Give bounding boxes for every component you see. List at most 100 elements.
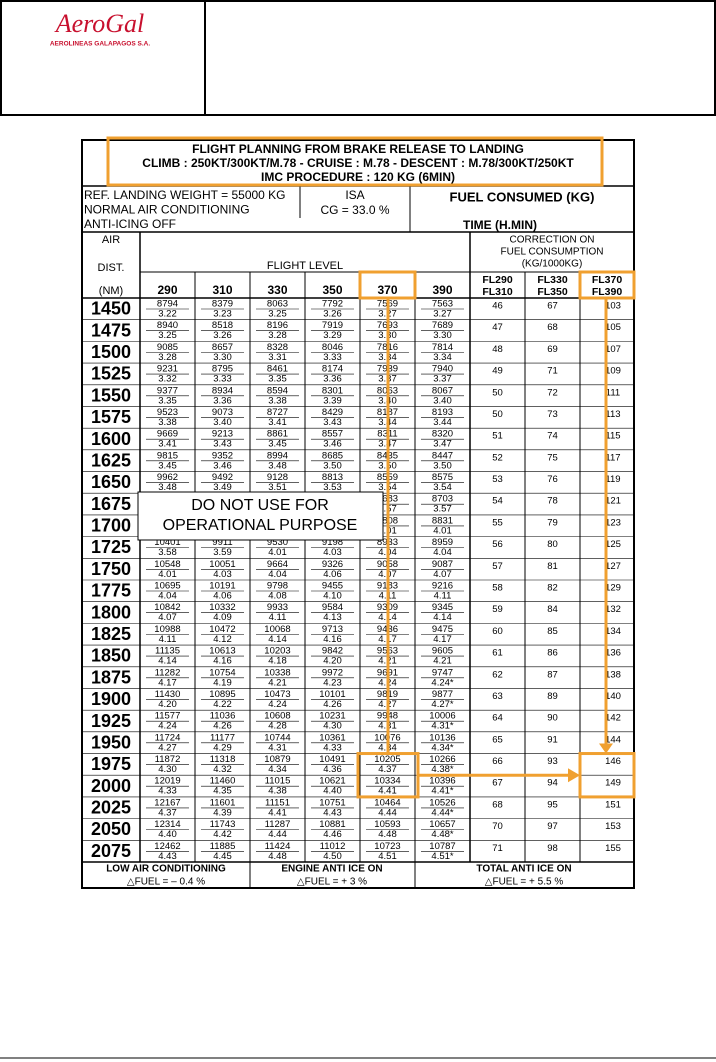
correction-value: 111 [606,387,620,398]
correction-value: 58 [492,583,503,594]
fuel-value: 9073 [212,407,233,418]
correction-value: 46 [492,301,503,312]
time-value: 4.41* [431,786,453,797]
correction-value: 62 [492,669,503,680]
time-value: 4.16 [213,656,232,667]
fuel-value: 8193 [432,407,453,418]
correction-value: 103 [605,301,621,312]
time-value: 4.03 [213,569,232,580]
time-value: 4.01 [158,569,177,580]
time-value: 3.33 [323,352,342,363]
fuel-value: 10751 [319,797,345,808]
fuel-value: 10754 [209,667,235,678]
ref-line: REF. LANDING WEIGHT = 55000 KG [84,188,286,202]
fuel-value: 9713 [322,624,343,635]
time-value: 4.41 [268,807,287,818]
time-value: 4.48* [431,829,453,840]
arrowhead [599,743,613,754]
time-value: 4.16 [323,634,342,645]
correction-value: 67 [547,301,558,312]
distance: 1575 [91,407,131,427]
time-value: 4.26 [323,699,342,710]
fuel-value: 8657 [212,342,233,353]
fuel-value: 11577 [155,711,181,722]
time-value: 4.43 [158,851,177,862]
correction-value: 85 [547,626,558,637]
time-value: 3.57 [433,504,452,515]
time-value: 4.20 [323,656,342,667]
correction-value: 52 [492,452,503,463]
fuel-value: 8518 [212,320,233,331]
correction-value: 155 [605,843,621,854]
time-value: 4.35 [213,786,232,797]
time-value: 4.36 [323,764,342,775]
time-value: 3.50 [433,460,452,471]
time-value: 3.25 [158,330,177,341]
time-value: 4.40 [158,829,177,840]
correction-col: FL350 [537,286,568,298]
time-value: 4.31* [431,721,453,732]
fuel-value: 8174 [322,364,343,375]
time-value: 4.41 [378,786,397,797]
fuel-value: 9669 [157,429,178,440]
distance: 2025 [91,798,131,818]
fuel-value: 10988 [154,624,180,635]
time-value: 4.12 [213,634,232,645]
fuel-value: 10191 [209,581,235,592]
time-value: 4.14 [268,634,287,645]
fuel-value: 10464 [374,797,400,808]
fuel-value: 7940 [432,364,453,375]
fuel-value: 8196 [267,320,288,331]
fuel-value: 9475 [432,624,453,635]
time-value: 4.44* [431,807,453,818]
time-value: 4.13 [323,612,342,623]
correction-value: 54 [492,496,503,507]
fuel-value: 11601 [210,797,236,808]
time-value: 3.34 [433,352,452,363]
fuel-value: 10396 [429,776,455,787]
time-unit: TIME (H.MIN) [463,218,537,232]
correction-value: 72 [547,387,558,398]
fuel-value: 8940 [157,320,178,331]
fuel-value: 9815 [157,450,178,461]
fuel-value: 9605 [432,646,453,657]
footer-note: LOW AIR CONDITIONING [106,864,226,875]
arrowhead [568,768,580,783]
correction-value: 84 [547,604,558,615]
time-value: 4.23 [323,677,342,688]
time-value: 3.53 [323,482,342,493]
correction-value: 98 [547,843,558,854]
time-value: 4.48 [378,829,397,840]
level-header: 350 [322,283,342,297]
time-value: 3.36 [323,374,342,385]
correction-value: 75 [547,452,558,463]
level-header: 330 [267,283,287,297]
time-value: 4.27 [158,742,177,753]
correction-value: 105 [605,322,621,333]
distance: 1675 [91,494,131,514]
correction-value: 89 [547,691,558,702]
fuel-value: 10695 [154,581,180,592]
correction-value: 69 [547,344,558,355]
correction-value: 76 [547,474,558,485]
air-dist-header: AIR [102,234,120,246]
time-value: 4.33 [323,742,342,753]
distance: 1475 [91,320,131,340]
time-value: 4.04 [268,569,287,580]
time-value: 3.44 [433,417,452,428]
fuel-value: 9326 [322,559,343,570]
correction-value: 113 [605,409,620,420]
time-value: 4.09 [213,612,232,623]
fuel-value: 8994 [267,450,288,461]
fuel-value: 8934 [212,385,233,396]
distance: 1625 [91,450,131,470]
correction-value: 149 [605,778,621,789]
time-value: 4.24 [158,721,177,732]
fuel-value: 11135 [155,646,180,657]
time-value: 3.25 [268,309,287,320]
fuel-value: 10136 [429,732,455,743]
fuel-value: 9087 [432,559,453,570]
fuel-value: 10842 [154,602,180,613]
time-value: 3.43 [323,417,342,428]
table-title: FLIGHT PLANNING FROM BRAKE RELEASE TO LA… [192,142,524,156]
